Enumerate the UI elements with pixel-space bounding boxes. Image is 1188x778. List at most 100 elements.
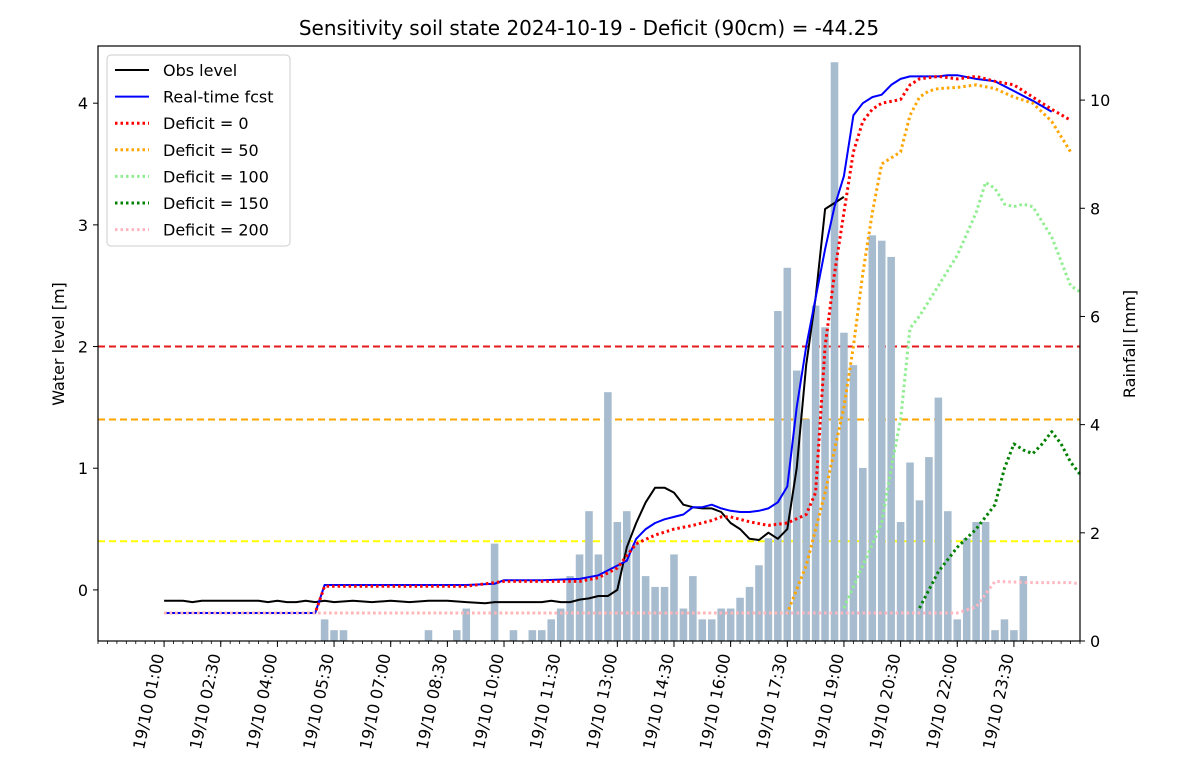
x-tick-label: 19/10 04:00: [242, 652, 281, 751]
rainfall-bar: [689, 576, 697, 641]
legend-label: Deficit = 0: [163, 114, 249, 133]
rainfall-bar: [330, 630, 338, 641]
rainfall-bar: [424, 630, 433, 641]
y2-tick-label: 6: [1090, 307, 1100, 326]
rainfall-bar: [991, 630, 999, 641]
y2-axis-label: Rainfall [mm]: [1120, 290, 1139, 398]
x-tick-label: 19/10 20:30: [866, 652, 905, 751]
level-series: [164, 74, 1082, 615]
x-tick-label: 19/10 08:30: [412, 652, 451, 751]
y-axis-label: Water level [m]: [49, 282, 68, 406]
x-tick-label: 19/10 22:00: [922, 652, 961, 751]
x-tick-label: 19/10 17:30: [752, 652, 791, 751]
series-line-1: [164, 74, 1053, 614]
rainfall-bar: [792, 370, 801, 641]
legend-label: Obs level: [163, 61, 237, 80]
rainfall-bar: [320, 619, 329, 641]
rainfall-bar: [698, 619, 707, 641]
series-line-3: [164, 83, 1072, 615]
x-tick-label: 19/10 10:00: [469, 652, 508, 751]
x-tick-label: 19/10 14:30: [639, 652, 678, 751]
rainfall-bar: [859, 467, 867, 641]
legend-label: Real-time fcst: [163, 88, 274, 107]
x-tick-label: 19/10 01:00: [129, 652, 168, 751]
series-line-4: [842, 180, 1081, 609]
rainfall-bar: [915, 500, 924, 641]
rainfall-bar: [538, 630, 546, 641]
rainfall-bar: [934, 397, 943, 641]
y-tick-label: 1: [78, 459, 88, 478]
x-tick-label: 19/10 16:00: [696, 652, 735, 751]
x-tick-label: 19/10 05:30: [299, 652, 338, 751]
legend: Obs level Real-time fcst Deficit = 0 Defici…: [106, 54, 291, 247]
rainfall-bar: [604, 392, 612, 641]
chart-title: Sensitivity soil state 2024-10-19 - Defi…: [299, 16, 879, 40]
rainfall-bar: [802, 419, 810, 641]
rainfall-bar: [736, 597, 744, 641]
x-tick-label: 19/10 19:00: [809, 652, 848, 751]
rainfall-bar: [840, 332, 848, 641]
x-tick-label: 19/10 23:30: [979, 652, 1018, 751]
rainfall-bar: [594, 554, 603, 641]
rainfall-bar: [622, 511, 631, 641]
rainfall-bar: [717, 608, 725, 641]
rainfall-bar: [726, 608, 735, 641]
legend-box: [106, 54, 291, 247]
legend-label: Deficit = 50: [163, 141, 259, 160]
series-line-5: [918, 430, 1082, 609]
y2-tick-label: 8: [1090, 199, 1100, 218]
rainfall-bar: [925, 457, 933, 641]
rainfall-bar: [547, 619, 556, 641]
rainfall-bar: [679, 608, 688, 641]
rainfall-bar: [887, 256, 895, 641]
rainfall-bar: [660, 586, 669, 641]
rainfall-bar: [1010, 630, 1018, 641]
y2-tick-label: 10: [1090, 91, 1110, 110]
rainfall-bars: [320, 62, 1028, 641]
rainfall-bar: [906, 462, 914, 641]
rainfall-bar: [566, 576, 574, 641]
series-line-6: [164, 579, 1081, 615]
rainfall-bar: [944, 511, 952, 641]
y-tick-label: 0: [78, 581, 88, 600]
rainfall-bar: [962, 538, 971, 641]
series-line-0: [164, 196, 845, 605]
rainfall-bar: [981, 522, 990, 641]
rainfall-bar: [632, 543, 640, 641]
rainfall-bar: [821, 327, 829, 641]
y2-tick-label: 0: [1090, 632, 1100, 651]
rainfall-bar: [670, 554, 678, 641]
rainfall-bar: [755, 565, 763, 641]
legend-label: Deficit = 100: [163, 167, 269, 186]
rainfall-bar: [509, 630, 518, 641]
y-tick-label: 2: [78, 338, 88, 357]
rainfall-bar: [556, 608, 565, 641]
rainfall-bar: [453, 630, 461, 641]
x-tick-label: 19/10 11:30: [526, 652, 565, 751]
legend-label: Deficit = 200: [163, 221, 269, 240]
rainfall-bar: [764, 538, 773, 641]
rainfall-bar: [490, 543, 499, 641]
rainfall-bar: [1000, 619, 1009, 641]
rainfall-bar: [830, 62, 839, 641]
rainfall-bar: [339, 630, 348, 641]
series-line-2: [164, 74, 1072, 615]
rainfall-bar: [849, 365, 858, 641]
x-tick-label: 19/10 02:30: [186, 652, 225, 751]
legend-label: Deficit = 150: [163, 194, 269, 213]
rainfall-bar: [953, 619, 962, 641]
rainfall-bar: [896, 522, 905, 641]
rainfall-bar: [528, 630, 537, 641]
y-tick-label: 4: [78, 94, 88, 113]
y2-tick-label: 4: [1090, 416, 1100, 435]
rainfall-bar: [707, 619, 716, 641]
rainfall-bar: [774, 311, 782, 641]
x-tick-label: 19/10 07:00: [356, 652, 395, 751]
rainfall-bar: [783, 267, 792, 641]
x-tick-label: 19/10 13:00: [582, 652, 621, 751]
y-tick-label: 3: [78, 216, 88, 235]
rainfall-bar: [1019, 576, 1028, 641]
rainfall-bar: [641, 576, 650, 641]
rainfall-bar: [972, 522, 980, 641]
